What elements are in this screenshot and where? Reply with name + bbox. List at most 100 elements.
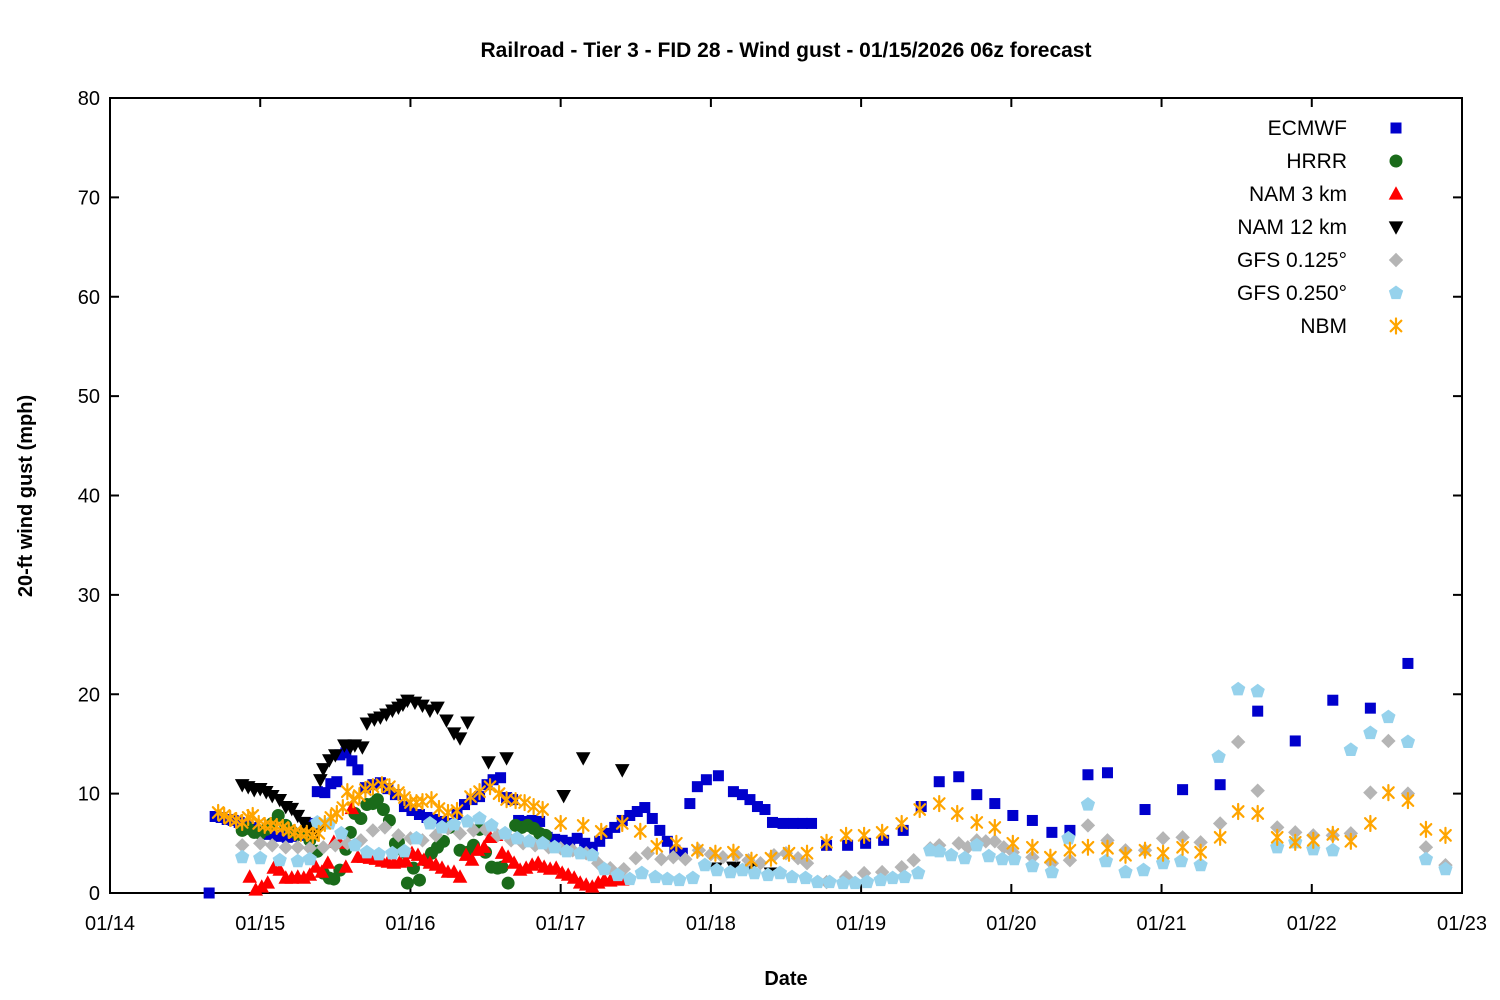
data-point [1419, 820, 1433, 838]
data-point [784, 869, 800, 884]
data-point [989, 798, 1001, 810]
data-point [810, 874, 825, 889]
data-point [464, 852, 480, 866]
data-point [897, 869, 912, 884]
data-point [521, 833, 537, 848]
data-point [1289, 735, 1301, 747]
data-point [1418, 851, 1434, 866]
data-point [1363, 814, 1377, 833]
y-tick-label: 10 [78, 784, 100, 806]
data-point [253, 850, 268, 865]
data-point [839, 826, 853, 844]
data-point [822, 874, 837, 889]
data-point [547, 839, 562, 854]
data-point [1082, 769, 1094, 781]
data-point [777, 817, 789, 829]
data-point [650, 837, 664, 855]
data-point [272, 793, 288, 808]
data-point [1043, 848, 1057, 866]
data-point [559, 843, 574, 858]
data-point [1270, 820, 1285, 835]
data-point [1389, 317, 1403, 335]
data-point [579, 837, 591, 849]
data-point [1098, 853, 1114, 868]
data-point [422, 704, 438, 718]
data-point [446, 816, 462, 831]
data-point [797, 817, 809, 829]
data-point [1046, 826, 1058, 838]
data-point [1400, 734, 1416, 749]
data-point [509, 830, 525, 845]
data-point [464, 788, 477, 806]
data-point [1363, 725, 1378, 740]
data-point [556, 790, 571, 804]
data-point [996, 840, 1012, 855]
data-point [242, 869, 258, 883]
data-point [573, 845, 588, 860]
data-point [661, 835, 673, 847]
x-tick-label: 01/14 [85, 913, 135, 935]
data-point [1064, 824, 1076, 836]
data-point [1251, 804, 1265, 823]
data-point [264, 790, 280, 804]
data-point [1062, 853, 1078, 868]
data-point [631, 806, 643, 818]
data-point [1402, 657, 1414, 669]
data-point [354, 811, 368, 825]
data-point [497, 825, 513, 840]
data-point [615, 814, 629, 833]
data-point [265, 838, 280, 853]
data-point [1250, 683, 1265, 698]
data-point [536, 800, 550, 819]
data-point [897, 824, 909, 836]
data-point [1155, 855, 1171, 870]
chart-legend: ECMWF HRRR NAM 3 km NAM 12 km GFS 0.125° GFS … [1237, 117, 1404, 338]
data-point [1439, 826, 1452, 844]
data-point [857, 826, 871, 844]
data-point [960, 840, 975, 855]
legend-label: GFS 0.125° [1237, 249, 1347, 272]
data-point [586, 841, 598, 853]
data-point [302, 867, 318, 881]
data-point [594, 835, 606, 847]
data-point [450, 801, 464, 820]
data-point [648, 869, 663, 884]
data-point [284, 802, 300, 817]
data-point [906, 853, 921, 868]
data-point [211, 803, 225, 822]
data-point [895, 814, 909, 833]
y-tick-label: 30 [78, 585, 100, 607]
data-point [320, 855, 336, 869]
legend-item: GFS 0.250° [1237, 282, 1404, 305]
data-point [383, 778, 396, 796]
data-point [835, 875, 851, 890]
data-point [1252, 705, 1264, 717]
data-point [490, 828, 505, 843]
data-point [609, 821, 621, 833]
data-point [1326, 825, 1340, 843]
data-point [311, 786, 323, 798]
data-point [685, 870, 700, 885]
plot-points [203, 657, 1453, 899]
data-point [1025, 838, 1039, 856]
data-point [518, 793, 532, 812]
legend-item: HRRR [1286, 150, 1403, 173]
x-tick-label: 01/23 [1437, 913, 1487, 935]
x-tick-label: 01/17 [536, 913, 586, 935]
data-point [660, 871, 675, 886]
data-point [634, 865, 649, 880]
data-point [1418, 840, 1434, 855]
chart-title: Railroad - Tier 3 - FID 28 - Wind gust -… [481, 39, 1092, 62]
data-point [365, 823, 381, 838]
data-point [385, 845, 400, 860]
data-point [571, 832, 583, 844]
data-point [1173, 853, 1189, 868]
data-point [782, 844, 796, 862]
data-point [747, 865, 762, 880]
data-point [430, 701, 445, 715]
data-point [585, 847, 600, 862]
data-point [487, 774, 499, 786]
data-point [1306, 831, 1320, 849]
data-point [217, 806, 231, 825]
data-point [313, 774, 328, 788]
